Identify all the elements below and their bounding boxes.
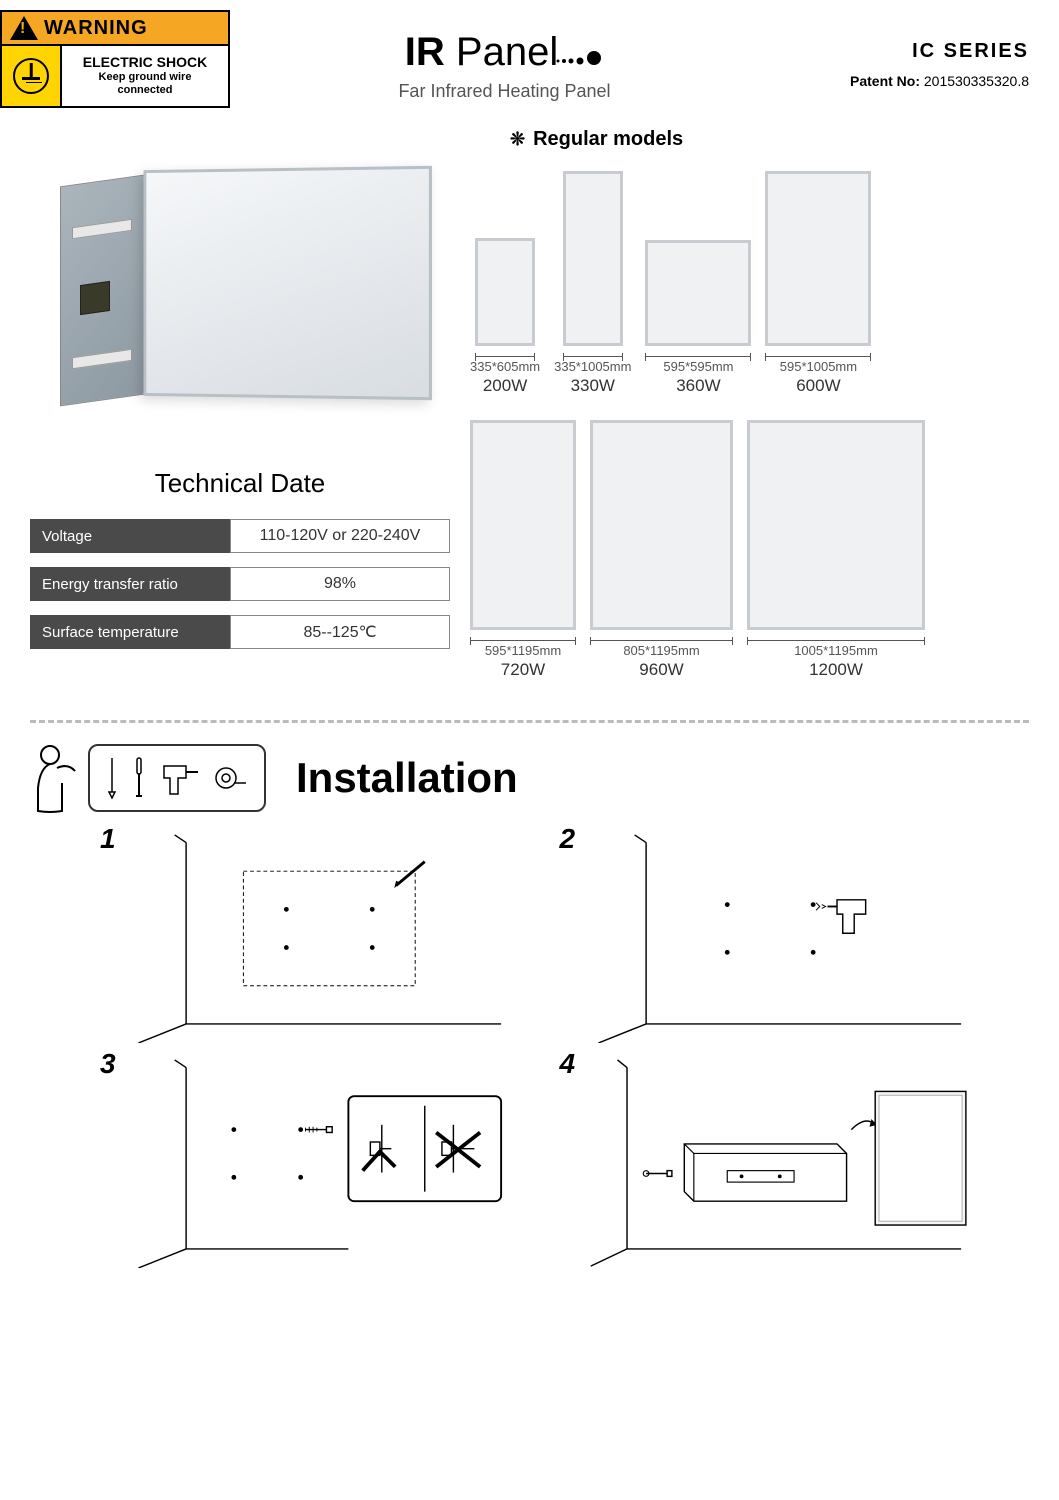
warning-label: WARNING — [44, 17, 148, 40]
warning-box: WARNING ELECTRIC SHOCK Keep ground wire … — [0, 10, 230, 108]
model-panel — [747, 420, 925, 630]
product-image — [30, 158, 430, 418]
snowflake-icon: ❊ — [510, 129, 525, 149]
step-2: 2 — [560, 833, 1000, 1048]
model-wattage: 200W — [483, 376, 527, 396]
model-wattage: 1200W — [809, 660, 863, 680]
series-title: IC SERIES — [779, 40, 1029, 63]
model-panel — [475, 238, 535, 346]
person-icon — [30, 743, 80, 813]
pencil-icon — [106, 756, 118, 800]
tape-icon — [214, 763, 248, 793]
installation-title: Installation — [296, 754, 518, 802]
model-dimensions: 335*1005mm — [554, 359, 631, 374]
model-item: 595*1195mm 720W — [470, 420, 576, 680]
tools-frame — [88, 744, 266, 812]
model-panel — [470, 420, 576, 630]
step-1: 1 — [100, 833, 540, 1048]
model-dimensions: 595*1005mm — [780, 359, 857, 374]
model-item: 335*605mm 200W — [470, 238, 540, 396]
model-item: 335*1005mm 330W — [554, 171, 631, 396]
model-item: 805*1195mm 960W — [590, 420, 733, 680]
technical-title: Technical Date — [30, 468, 450, 499]
step-4: 4 — [560, 1058, 1000, 1273]
model-panel — [590, 420, 733, 630]
section-divider — [30, 720, 1029, 723]
model-wattage: 330W — [571, 376, 615, 396]
shock-text: ELECTRIC SHOCK Keep ground wire connecte… — [62, 50, 228, 101]
model-dimensions: 595*1195mm — [485, 643, 561, 658]
brand-dots-icon — [554, 30, 604, 75]
model-wattage: 720W — [501, 660, 545, 680]
step-4-diagram — [560, 1058, 1000, 1268]
header-row: WARNING ELECTRIC SHOCK Keep ground wire … — [0, 0, 1059, 108]
model-dimensions: 1005*1195mm — [794, 643, 878, 658]
model-wattage: 960W — [639, 660, 683, 680]
models-row-2: 595*1195mm720W805*1195mm960W1005*1195mm1… — [470, 420, 1029, 680]
model-dimensions: 595*595mm — [663, 359, 733, 374]
screwdriver-icon — [132, 756, 146, 800]
brand-subtitle: Far Infrared Heating Panel — [250, 81, 759, 102]
step-2-diagram — [560, 833, 1000, 1043]
tech-row: Surface temperature 85--125℃ — [30, 615, 450, 649]
patent-line: Patent No: 201530335320.8 — [779, 73, 1029, 89]
tech-row: Energy transfer ratio 98% — [30, 567, 450, 601]
step-3: 3 — [100, 1058, 540, 1273]
installation-header: Installation — [0, 743, 1059, 813]
model-panel — [765, 171, 871, 346]
warning-triangle-icon — [10, 16, 38, 40]
drill-icon — [160, 756, 200, 800]
model-dimensions: 805*1195mm — [623, 643, 699, 658]
model-wattage: 360W — [676, 376, 720, 396]
steps-grid: 1 2 — [0, 813, 1059, 1303]
step-1-diagram — [100, 833, 540, 1043]
model-item: 1005*1195mm 1200W — [747, 420, 925, 680]
brand-title: IR Panel — [250, 30, 759, 75]
models-title: ❊Regular models — [510, 128, 1029, 151]
models-row-1: 335*605mm 200W 335*1005mm 330W 595*595mm 360W… — [470, 171, 1029, 396]
tech-row: Voltage 110-120V or 220-240V — [30, 519, 450, 553]
model-item: 595*1005mm 600W — [765, 171, 871, 396]
model-panel — [645, 240, 751, 346]
series-block: IC SERIES Patent No: 201530335320.8 — [779, 10, 1029, 89]
ground-icon — [2, 46, 62, 106]
model-dimensions: 335*605mm — [470, 359, 540, 374]
brand-block: IR Panel Far Infrared Heating Panel — [250, 10, 759, 102]
step-3-diagram — [100, 1058, 540, 1268]
model-panel — [563, 171, 623, 346]
technical-table: Voltage 110-120V or 220-240V Energy tran… — [30, 519, 450, 649]
model-item: 595*595mm 360W — [645, 240, 751, 396]
model-wattage: 600W — [796, 376, 840, 396]
